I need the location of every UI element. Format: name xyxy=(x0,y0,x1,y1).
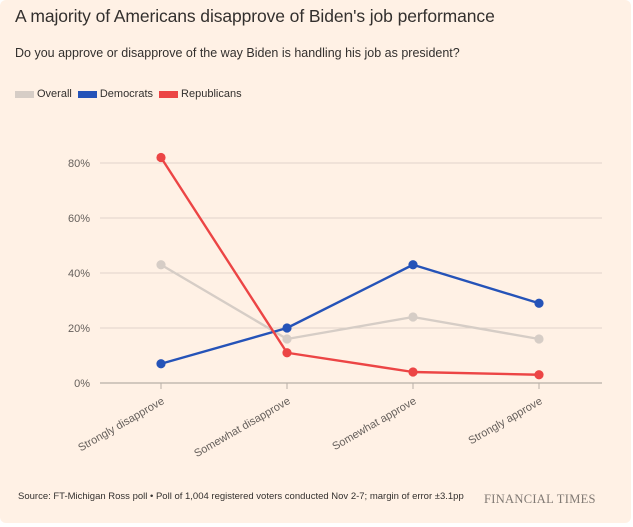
legend-item-democrats: Democrats xyxy=(77,88,154,100)
data-point-democrats xyxy=(408,260,418,270)
legend-swatch-overall xyxy=(15,90,34,98)
y-tick-label: 20% xyxy=(68,323,90,335)
data-point-democrats xyxy=(282,323,292,333)
data-point-republicans xyxy=(408,367,418,377)
x-tick-label: Somewhat approve xyxy=(330,395,418,453)
x-tick-label: Somewhat disapprove xyxy=(192,395,292,460)
legend-swatch-democrats xyxy=(77,90,97,98)
data-point-overall xyxy=(534,334,544,344)
data-point-republicans xyxy=(156,152,166,163)
data-point-republicans xyxy=(282,348,292,358)
legend: Overall Democrats Republicans xyxy=(15,88,248,100)
y-tick-label: 80% xyxy=(68,158,90,170)
legend-item-republicans: Republicans xyxy=(159,88,242,100)
data-point-overall xyxy=(282,334,292,344)
y-tick-label: 0% xyxy=(74,378,90,390)
line-chart: 0% 20% 40% 60% 80% Strongly disapprove Somewha… xyxy=(68,152,602,460)
data-point-overall xyxy=(156,260,166,270)
ft-logo: FINANCIAL TIMES xyxy=(484,492,596,506)
data-point-democrats xyxy=(534,298,544,308)
data-point-republicans xyxy=(534,370,544,380)
source-note: Source: FT-Michigan Ross poll • Poll of … xyxy=(18,491,464,502)
y-tick-label: 60% xyxy=(68,213,90,225)
x-tick-label: Strongly disapprove xyxy=(76,395,166,454)
series-line-overall xyxy=(160,263,540,341)
data-point-overall xyxy=(408,312,418,322)
series-line-democrats xyxy=(160,263,540,365)
y-tick-label: 40% xyxy=(68,268,90,280)
legend-label-republicans: Republicans xyxy=(181,88,242,100)
data-point-democrats xyxy=(156,359,166,369)
x-tick-label: Strongly approve xyxy=(466,395,544,447)
legend-label-democrats: Democrats xyxy=(99,88,154,100)
chart-title: A majority of Americans disapprove of Bi… xyxy=(15,6,495,26)
series-line-republicans xyxy=(159,156,540,376)
legend-label-overall: Overall xyxy=(37,88,72,100)
legend-item-overall: Overall xyxy=(15,88,72,100)
legend-swatch-republicans xyxy=(159,90,179,98)
chart-subtitle: Do you approve or disapprove of the way … xyxy=(15,46,460,60)
